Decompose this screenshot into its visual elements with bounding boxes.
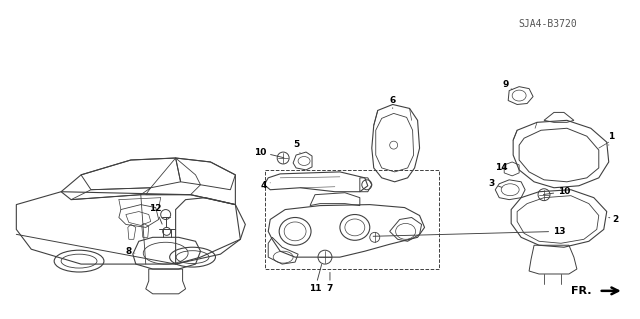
Text: 12: 12 — [150, 204, 162, 224]
Text: FR.: FR. — [572, 286, 592, 296]
Text: 13: 13 — [373, 227, 565, 236]
Text: 8: 8 — [125, 247, 135, 256]
Text: 10: 10 — [254, 148, 284, 158]
Text: 14: 14 — [495, 163, 508, 173]
Text: 1: 1 — [607, 132, 614, 145]
Bar — [265, 170, 440, 269]
Text: 2: 2 — [609, 215, 619, 224]
Text: 6: 6 — [390, 96, 396, 108]
Text: SJA4-B3720: SJA4-B3720 — [519, 19, 577, 29]
Text: 9: 9 — [502, 80, 512, 90]
Text: 4: 4 — [261, 181, 270, 190]
Text: 11: 11 — [308, 264, 322, 293]
Text: 5: 5 — [293, 140, 300, 153]
Text: 3: 3 — [488, 179, 502, 188]
Text: 7: 7 — [327, 272, 333, 293]
Text: 10: 10 — [543, 187, 570, 196]
